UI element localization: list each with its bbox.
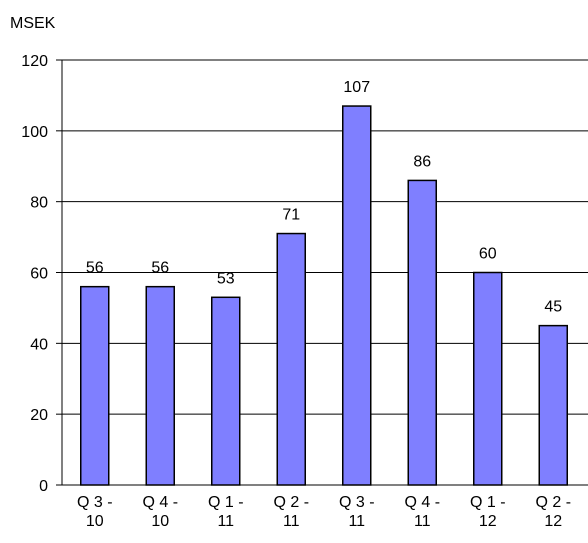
x-tick-label: Q 3 -11 <box>339 494 375 530</box>
x-tick-label: Q 1 -11 <box>208 494 244 530</box>
value-label: 107 <box>343 79 370 96</box>
y-tick-label: 100 <box>21 124 48 141</box>
y-tick-label: 40 <box>30 336 48 353</box>
bar <box>538 324 568 486</box>
bar <box>80 285 110 486</box>
value-label: 56 <box>151 260 169 277</box>
x-tick-label: Q 4 -10 <box>142 494 178 530</box>
value-label: 56 <box>86 260 104 277</box>
y-tick-label: 0 <box>39 478 48 495</box>
bar <box>473 271 503 486</box>
y-tick-label: 60 <box>30 266 48 283</box>
x-tick-label: Q 2 -11 <box>273 494 309 530</box>
x-tick-label: Q 1 -12 <box>470 494 506 530</box>
y-tick-label: 120 <box>21 53 48 70</box>
value-label: 71 <box>282 207 300 224</box>
bar <box>342 105 372 486</box>
y-tick-label: 80 <box>30 195 48 212</box>
y-axis-title: MSEK <box>10 15 56 32</box>
value-label: 86 <box>413 153 431 170</box>
x-tick-label: Q 2 -12 <box>535 494 571 530</box>
bar <box>407 179 437 486</box>
y-tick-label: 20 <box>30 407 48 424</box>
value-label: 60 <box>479 246 497 263</box>
x-tick-label: Q 3 -10 <box>77 494 113 530</box>
x-tick-label: Q 4 -11 <box>404 494 440 530</box>
bar <box>276 232 306 486</box>
value-label: 53 <box>217 270 235 287</box>
bar <box>211 296 241 486</box>
bar <box>145 285 175 486</box>
value-label: 45 <box>544 299 562 316</box>
